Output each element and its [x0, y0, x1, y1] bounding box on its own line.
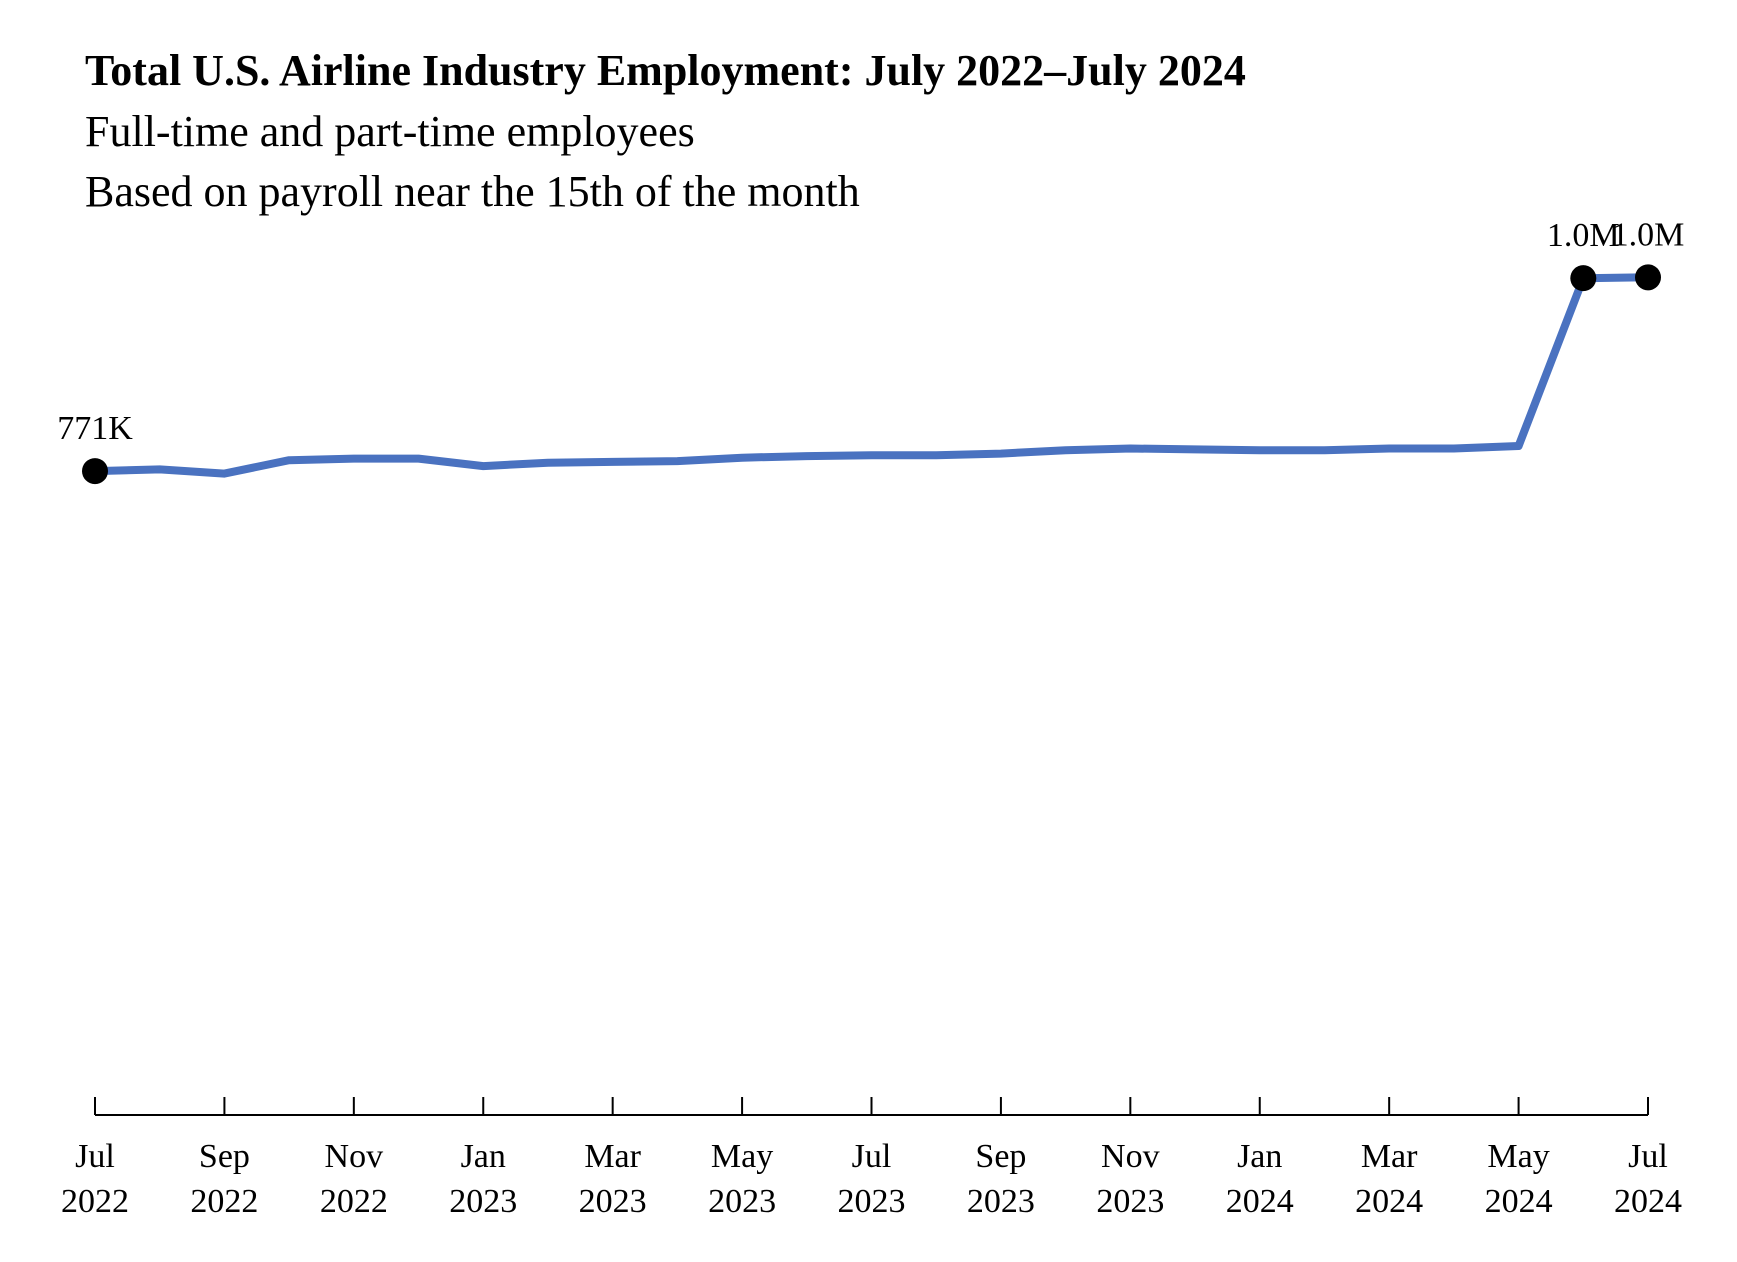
- x-tick-label-month: Jul: [75, 1138, 115, 1175]
- x-tick-label-year: 2024: [1355, 1183, 1423, 1220]
- x-tick-label-month: Jul: [852, 1138, 892, 1175]
- x-tick-label-year: 2024: [1614, 1183, 1682, 1220]
- data-point-marker: [1570, 265, 1597, 292]
- x-tick-label-month: Nov: [1101, 1138, 1160, 1175]
- x-tick-label-year: 2024: [1226, 1183, 1294, 1220]
- x-tick-label-month: Sep: [199, 1138, 250, 1175]
- x-tick-label-month: May: [1487, 1138, 1549, 1175]
- data-label: 1.0M: [1612, 216, 1685, 253]
- chart-subtitle-line-2: Based on payroll near the 15th of the mo…: [85, 167, 860, 216]
- x-tick-label-year: 2024: [1485, 1183, 1553, 1220]
- x-tick-label-month: Mar: [584, 1138, 641, 1175]
- x-tick-label-month: Jan: [461, 1138, 506, 1175]
- data-point-marker: [82, 458, 108, 485]
- x-tick-label-year: 2023: [838, 1183, 906, 1220]
- x-tick-label-year: 2023: [967, 1183, 1035, 1220]
- series-line: [91, 273, 1652, 478]
- x-tick-label-year: 2022: [190, 1183, 258, 1220]
- chart-title: Total U.S. Airline Industry Employment: …: [85, 46, 1246, 95]
- chart-subtitle-line-1: Full-time and part-time employees: [85, 107, 695, 156]
- x-tick-label-month: Mar: [1361, 1138, 1418, 1175]
- x-tick-label-year: 2023: [579, 1183, 647, 1220]
- x-tick-label-year: 2023: [449, 1183, 517, 1220]
- x-tick-label-year: 2023: [708, 1183, 776, 1220]
- x-tick-label-year: 2023: [1096, 1183, 1164, 1220]
- x-tick-label-year: 2022: [61, 1183, 129, 1220]
- x-tick-label-month: Jul: [1628, 1138, 1668, 1175]
- x-tick-label-month: May: [711, 1138, 773, 1175]
- chart-header: Total U.S. Airline Industry Employment: …: [85, 40, 1246, 222]
- data-point-marker: [1635, 264, 1661, 291]
- x-tick-label-month: Jan: [1237, 1138, 1282, 1175]
- data-label: 771K: [57, 410, 133, 447]
- x-tick-label-month: Nov: [325, 1138, 384, 1175]
- x-tick-label-month: Sep: [975, 1138, 1026, 1175]
- data-label: 1.0M: [1547, 217, 1620, 254]
- x-tick-label-year: 2022: [320, 1183, 388, 1220]
